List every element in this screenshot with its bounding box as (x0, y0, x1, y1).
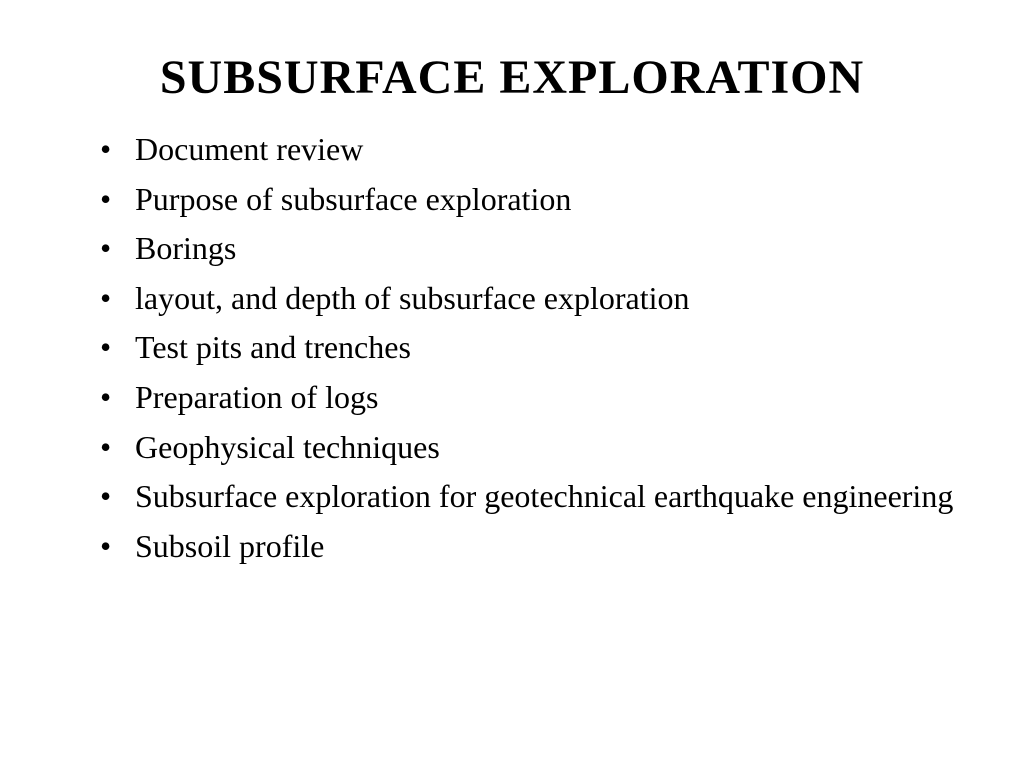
bullet-text: Document review (135, 131, 363, 167)
list-item: Purpose of subsurface exploration (100, 175, 954, 225)
slide-title: SUBSURFACE EXPLORATION (70, 50, 954, 105)
bullet-text: Borings (135, 230, 236, 266)
bullet-text: Purpose of subsurface exploration (135, 181, 571, 217)
list-item: Preparation of logs (100, 373, 954, 423)
list-item: Geophysical techniques (100, 423, 954, 473)
bullet-text: Test pits and trenches (135, 329, 411, 365)
bullet-text: Geophysical techniques (135, 429, 440, 465)
list-item: Subsurface exploration for geotechnical … (100, 472, 954, 522)
list-item: layout, and depth of subsurface explorat… (100, 274, 954, 324)
list-item: Document review (100, 125, 954, 175)
bullet-text: Subsurface exploration for geotechnical … (135, 478, 953, 514)
list-item: Borings (100, 224, 954, 274)
list-item: Subsoil profile (100, 522, 954, 572)
bullet-text: layout, and depth of subsurface explorat… (135, 280, 690, 316)
bullet-list: Document review Purpose of subsurface ex… (70, 125, 954, 571)
bullet-text: Preparation of logs (135, 379, 379, 415)
bullet-text: Subsoil profile (135, 528, 324, 564)
list-item: Test pits and trenches (100, 323, 954, 373)
